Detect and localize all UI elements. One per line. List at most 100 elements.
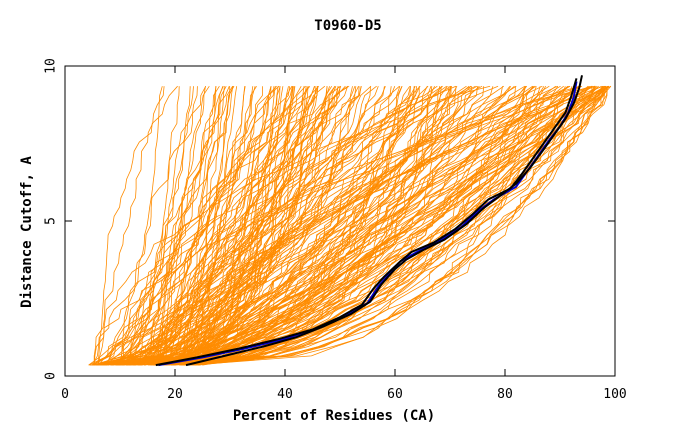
model-curve	[130, 86, 348, 366]
model-curve	[96, 86, 293, 366]
model-curve	[110, 86, 516, 366]
y-tick-label: 10	[44, 58, 59, 74]
model-curve	[134, 86, 379, 366]
model-curve	[140, 86, 293, 366]
model-curve	[144, 85, 309, 366]
highlight-curve	[185, 75, 583, 367]
model-curve	[139, 85, 581, 366]
y-tick-label: 5	[44, 217, 59, 225]
model-curve	[93, 86, 206, 366]
x-tick-label: 60	[387, 387, 403, 402]
model-curve	[108, 85, 505, 366]
model-curve	[173, 85, 612, 366]
chart-title: T0960-D5	[314, 18, 381, 34]
model-curve	[92, 86, 163, 366]
model-curve	[152, 85, 605, 366]
model-curve	[181, 86, 433, 366]
model-curve	[105, 85, 311, 366]
model-curve	[122, 86, 442, 366]
y-axis-label: Distance Cutoff, A	[19, 156, 35, 308]
highlight-curve	[155, 78, 578, 367]
model-curve	[126, 85, 210, 366]
model-curve	[130, 85, 596, 366]
model-curve	[195, 86, 357, 366]
model-curve	[197, 86, 503, 366]
model-curve	[101, 86, 272, 366]
model-curve	[160, 86, 608, 366]
model-curve	[140, 85, 610, 366]
model-curve	[132, 85, 411, 366]
model-curve	[140, 86, 217, 366]
model-curve	[186, 85, 483, 366]
model-curve	[171, 86, 441, 366]
model-curve	[118, 86, 526, 366]
model-curve	[191, 86, 272, 366]
model-curve	[143, 86, 295, 366]
model-curve	[119, 86, 207, 366]
model-curve	[182, 85, 535, 366]
model-curve	[126, 85, 536, 366]
model-curve	[175, 86, 317, 366]
model-curve	[172, 86, 246, 366]
model-curve	[91, 86, 227, 366]
model-curve	[120, 86, 291, 366]
model-curve	[182, 86, 341, 366]
model-curve	[88, 86, 198, 366]
model-curve	[185, 85, 333, 366]
model-curve	[99, 86, 294, 366]
model-curve	[111, 85, 443, 366]
model-curve	[117, 85, 280, 366]
model-curve	[97, 85, 178, 366]
model-curve	[198, 85, 559, 366]
model-curve	[93, 86, 165, 366]
model-curve	[131, 85, 220, 366]
model-curve	[110, 86, 435, 366]
model-curve	[139, 86, 386, 366]
model-curve	[135, 86, 385, 366]
model-curve	[162, 85, 610, 366]
model-curve	[170, 85, 598, 366]
model-curve	[162, 86, 230, 366]
model-curve	[182, 85, 593, 366]
model-curve	[198, 85, 610, 366]
model-curve	[183, 85, 579, 366]
model-curve	[153, 85, 453, 366]
model-curve	[119, 86, 339, 366]
axis-ticks: 0 20 40 60 80 100 0 5 10	[44, 58, 627, 402]
model-curve	[153, 86, 415, 366]
x-axis-label: Percent of Residues (CA)	[233, 408, 435, 424]
model-curve	[96, 85, 400, 366]
model-curves	[88, 85, 612, 366]
model-curve	[105, 85, 612, 366]
model-curve	[155, 86, 272, 366]
model-curve	[125, 85, 235, 366]
model-curve	[155, 86, 606, 366]
model-curve	[147, 85, 569, 366]
x-tick-label: 100	[603, 387, 626, 402]
model-curve	[116, 86, 494, 366]
model-curve	[172, 85, 377, 366]
model-curve	[99, 86, 307, 366]
model-curve	[166, 85, 590, 366]
model-curve	[137, 85, 593, 366]
model-curve	[159, 86, 473, 366]
x-tick-label: 40	[277, 387, 293, 402]
model-curve	[89, 86, 256, 366]
model-curve	[105, 86, 194, 366]
x-tick-label: 80	[497, 387, 513, 402]
x-tick-label: 0	[61, 387, 69, 402]
model-curve	[172, 86, 609, 366]
x-tick-label: 20	[167, 387, 183, 402]
model-curve	[155, 85, 233, 366]
model-curve	[92, 86, 319, 366]
highlight-curves	[155, 75, 583, 367]
model-curve	[175, 85, 533, 366]
model-curve	[165, 85, 605, 366]
model-curve	[100, 85, 336, 366]
model-curve	[98, 85, 491, 366]
model-curve	[105, 86, 275, 366]
model-curve	[133, 86, 596, 366]
model-curve	[120, 86, 392, 366]
model-curve	[143, 85, 604, 366]
